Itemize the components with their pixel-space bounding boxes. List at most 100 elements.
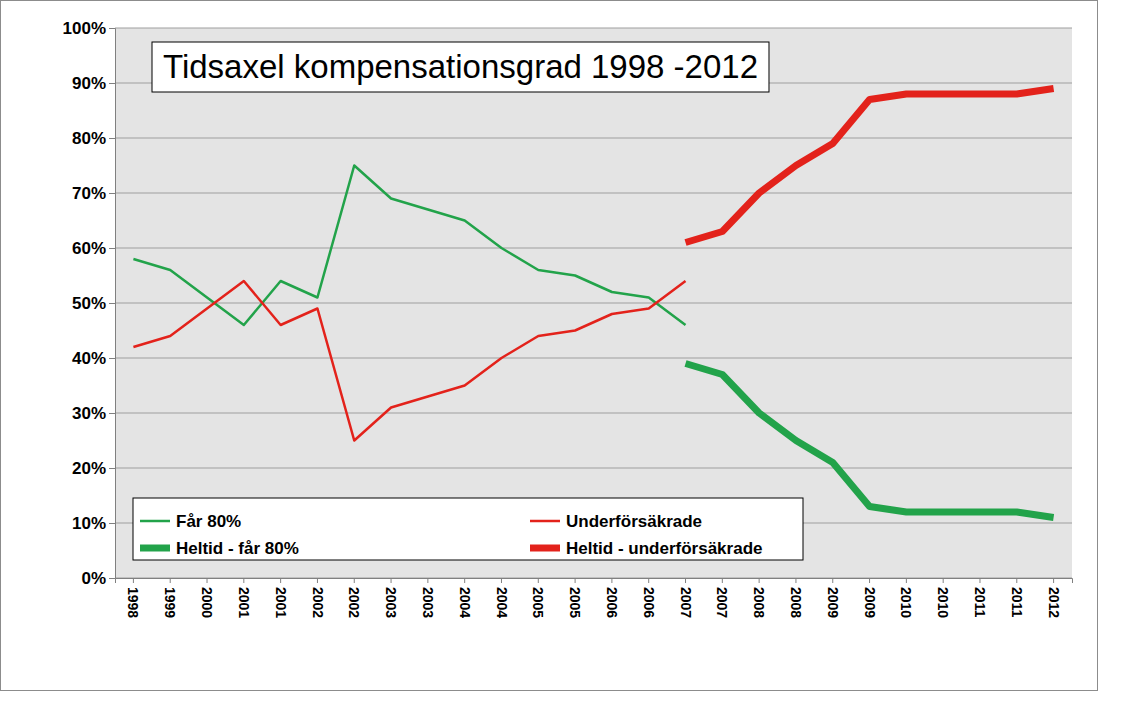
x-tick: 2012 bbox=[1046, 578, 1062, 618]
legend-background bbox=[133, 498, 803, 560]
y-tick: 40% bbox=[72, 349, 115, 368]
x-tick: 2001 bbox=[236, 578, 252, 618]
x-tick-label: 2010 bbox=[935, 587, 951, 618]
x-tick-mark bbox=[722, 578, 723, 583]
x-tick-label: 2011 bbox=[972, 587, 988, 618]
y-tick-label: 70% bbox=[72, 184, 106, 203]
x-tick-mark bbox=[280, 578, 281, 583]
x-tick-mark bbox=[464, 578, 465, 583]
y-tick-label: 80% bbox=[72, 129, 106, 148]
x-tick: 2009 bbox=[862, 578, 878, 618]
y-tick-mark bbox=[109, 413, 115, 414]
y-tick: 90% bbox=[72, 74, 115, 93]
legend-swatch bbox=[530, 545, 560, 552]
x-tick-label: 2007 bbox=[714, 587, 730, 618]
y-tick-mark bbox=[109, 578, 115, 579]
x-tick-label: 2003 bbox=[383, 587, 399, 618]
y-tick: 10% bbox=[72, 514, 115, 533]
x-tick: 1998 bbox=[126, 578, 142, 618]
grid-line bbox=[115, 138, 1072, 139]
legend-swatch bbox=[140, 520, 170, 523]
y-tick-label: 90% bbox=[72, 74, 106, 93]
y-tick-mark bbox=[109, 83, 115, 84]
x-tick-label: 1999 bbox=[162, 587, 178, 618]
legend-label: Heltid - underförsäkrade bbox=[566, 539, 763, 558]
y-tick: 20% bbox=[72, 459, 115, 478]
y-tick-mark bbox=[109, 468, 115, 469]
legend-label: Heltid - får 80% bbox=[176, 539, 299, 558]
x-tick-mark bbox=[1053, 578, 1054, 583]
x-tick-label: 2001 bbox=[273, 587, 289, 618]
x-tick: 2007 bbox=[678, 578, 694, 618]
x-tick-label: 2009 bbox=[825, 587, 841, 618]
x-tick-label: 2009 bbox=[862, 587, 878, 618]
x-tick-label: 2006 bbox=[641, 587, 657, 618]
x-tick-mark bbox=[795, 578, 796, 583]
x-tick-mark bbox=[501, 578, 502, 583]
x-tick-label: 2002 bbox=[310, 587, 326, 618]
x-tick-label: 1998 bbox=[126, 587, 142, 618]
series-line bbox=[686, 89, 1054, 243]
x-tick: 2002 bbox=[310, 578, 326, 618]
x-tick: 2004 bbox=[494, 578, 510, 618]
grid-line bbox=[115, 193, 1072, 194]
x-tick-label: 2011 bbox=[1009, 587, 1025, 618]
y-tick-mark bbox=[109, 358, 115, 359]
y-tick-mark bbox=[109, 28, 115, 29]
y-tick-mark bbox=[109, 138, 115, 139]
chart-frame bbox=[1, 1, 1098, 691]
x-tick-mark bbox=[133, 578, 134, 583]
grid-line bbox=[115, 468, 1072, 469]
x-tick: 2006 bbox=[604, 578, 620, 618]
legend-swatch bbox=[530, 520, 560, 523]
legend-label: Får 80% bbox=[176, 512, 241, 531]
x-tick-mark bbox=[170, 578, 171, 583]
y-tick: 70% bbox=[72, 184, 115, 203]
y-tick: 0% bbox=[81, 569, 115, 588]
x-tick-label: 2000 bbox=[199, 587, 215, 618]
x-tick-mark bbox=[354, 578, 355, 583]
x-tick: 2011 bbox=[1009, 578, 1025, 618]
x-tick: 2002 bbox=[346, 578, 362, 618]
x-tick-mark bbox=[685, 578, 686, 583]
legend: Får 80%UnderförsäkradeHeltid - får 80%He… bbox=[133, 498, 803, 560]
x-tick-label: 2004 bbox=[494, 587, 510, 618]
y-tick-label: 30% bbox=[72, 404, 106, 423]
x-tick-label: 2008 bbox=[788, 587, 804, 618]
y-tick: 30% bbox=[72, 404, 115, 423]
x-tick-mark bbox=[538, 578, 539, 583]
y-axis: 0%10%20%30%40%50%60%70%80%90%100% bbox=[63, 19, 116, 588]
x-tick-mark bbox=[906, 578, 907, 583]
legend-swatch bbox=[140, 545, 170, 552]
x-tick-label: 2008 bbox=[751, 587, 767, 618]
x-tick-mark bbox=[832, 578, 833, 583]
x-tick: 2000 bbox=[199, 578, 215, 618]
x-tick: 2008 bbox=[788, 578, 804, 618]
y-tick-label: 60% bbox=[72, 239, 106, 258]
grid-line bbox=[115, 413, 1072, 414]
x-tick-mark bbox=[575, 578, 576, 583]
x-tick-mark bbox=[207, 578, 208, 583]
grid bbox=[115, 28, 1072, 578]
y-tick: 80% bbox=[72, 129, 115, 148]
x-tick-label: 2005 bbox=[530, 587, 546, 618]
series-line bbox=[133, 281, 685, 441]
x-tick: 2006 bbox=[641, 578, 657, 618]
x-tick-mark bbox=[979, 578, 980, 583]
grid-line bbox=[115, 248, 1072, 249]
x-tick-mark bbox=[611, 578, 612, 583]
x-tick: 2007 bbox=[714, 578, 730, 618]
y-tick-mark bbox=[109, 193, 115, 194]
y-axis-line bbox=[109, 29, 116, 579]
x-tick-label: 2010 bbox=[898, 587, 914, 618]
x-axis: 1998199920002001200120022002200320032004… bbox=[116, 578, 1073, 618]
y-tick-mark bbox=[109, 303, 115, 304]
x-tick-label: 2006 bbox=[604, 587, 620, 618]
y-tick-label: 40% bbox=[72, 349, 106, 368]
x-axis-line bbox=[116, 579, 1073, 584]
x-tick: 1999 bbox=[162, 578, 178, 618]
grid-line bbox=[115, 358, 1072, 359]
x-tick-label: 2001 bbox=[236, 587, 252, 618]
x-tick-label: 2005 bbox=[567, 587, 583, 618]
x-tick-label: 2007 bbox=[678, 587, 694, 618]
